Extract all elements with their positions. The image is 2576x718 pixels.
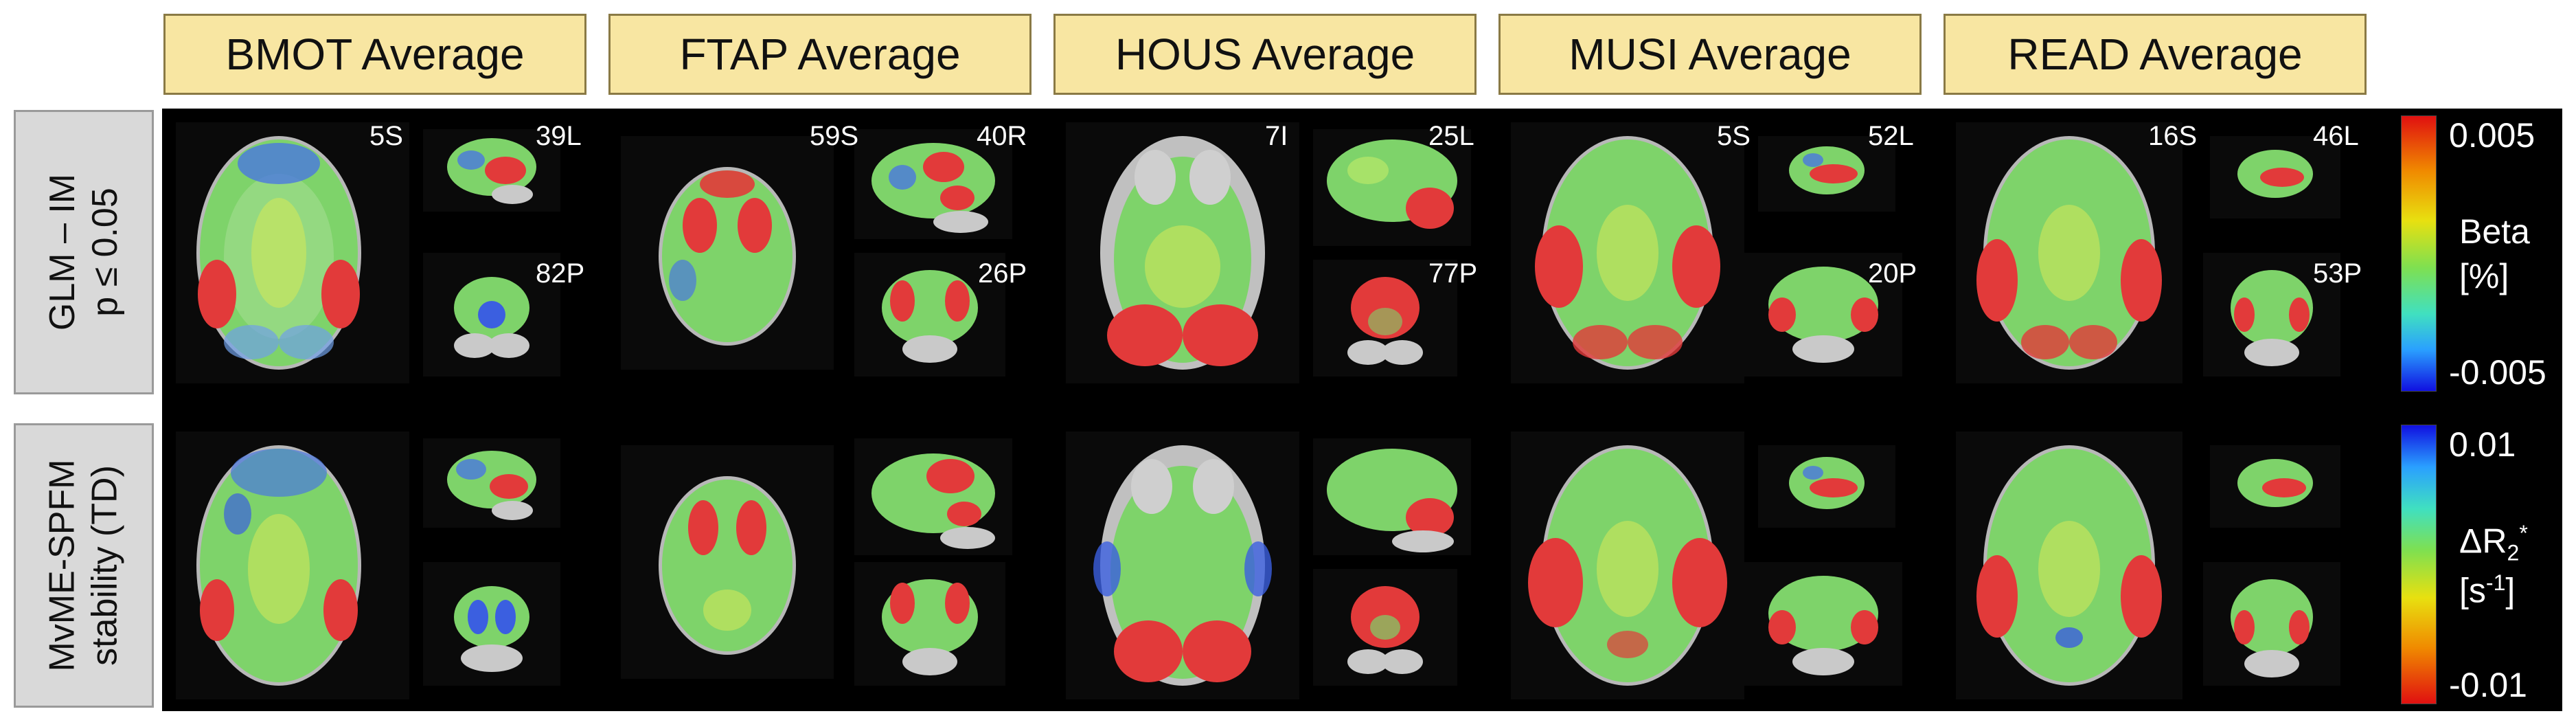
row-label-line2: stability (TD) (85, 465, 125, 666)
coronal-slice-image (1744, 562, 1902, 686)
axial-coordinate-label: 7I (1265, 121, 1288, 151)
colorbar-delta-r2-subscript: 2 (2507, 540, 2520, 565)
colorbar-delta-r2-symbol: ΔR (2459, 521, 2507, 561)
column-header-bmot: BMOT Average (163, 14, 586, 95)
coronal-slice-image (1744, 253, 1902, 377)
axial-slice-image (1511, 122, 1744, 383)
sagittal-slice-image (854, 129, 1012, 239)
colorbar-delta-r2-max: 0.01 (2449, 425, 2516, 464)
colorbar-delta-r2-superscript: * (2519, 521, 2528, 546)
sagittal-coordinate-label: 46L (2313, 121, 2359, 151)
cell-read-mvme (1942, 418, 2387, 706)
sagittal-coordinate-label: 25L (1428, 121, 1474, 151)
sagittal-slice-image (423, 129, 560, 212)
cell-bmot-glm: 5S 39L 82P (162, 109, 607, 397)
colorbar-beta-label: Beta (2459, 212, 2530, 251)
sagittal-slice-image (1313, 438, 1471, 555)
axial-slice-image (176, 122, 409, 383)
column-header-musi: MUSI Average (1498, 14, 1922, 95)
coronal-slice-image (423, 562, 560, 686)
axial-slice-image (621, 136, 834, 370)
coronal-slice-image (2203, 253, 2340, 377)
axial-slice-image (176, 431, 409, 699)
row-label-line2: p ≤ 0.05 (85, 188, 126, 317)
cell-bmot-mvme (162, 418, 607, 706)
column-header-label: READ Average (2007, 30, 2303, 79)
sagittal-slice-image (2210, 445, 2340, 528)
cell-ftap-mvme (607, 418, 1052, 706)
coronal-slice-image (854, 562, 1005, 686)
colorbar-unit-exponent: -1 (2485, 570, 2506, 595)
axial-slice-image (1511, 431, 1744, 699)
axial-coordinate-label: 5S (369, 121, 403, 151)
sagittal-coordinate-label: 52L (1868, 121, 1914, 151)
row-label-line1: GLM – IM (43, 173, 83, 331)
coronal-slice-image (1313, 569, 1457, 686)
column-header-label: MUSI Average (1569, 30, 1851, 79)
sagittal-slice-image (1313, 129, 1471, 246)
column-header-read: READ Average (1944, 14, 2367, 95)
axial-slice-image (1956, 431, 2182, 699)
sagittal-slice-image (2210, 136, 2340, 218)
column-header-label: HOUS Average (1115, 30, 1415, 79)
coronal-slice-image (2203, 562, 2340, 686)
colorbar-delta-r2 (2401, 425, 2437, 704)
sagittal-coordinate-label: 39L (536, 121, 582, 151)
coronal-coordinate-label: 53P (2313, 258, 2362, 289)
sagittal-slice-image (854, 438, 1012, 555)
axial-slice-image (1066, 431, 1299, 699)
colorbar-delta-r2-unit: [s-1] (2459, 570, 2515, 611)
colorbar-beta (2401, 115, 2437, 392)
colorbar-beta-unit: [%] (2459, 257, 2509, 295)
coronal-slice-image (423, 253, 560, 377)
row-label-glm: GLM – IM p ≤ 0.05 (14, 110, 154, 394)
colorbar-delta-r2-label: ΔR2* (2459, 521, 2528, 566)
axial-slice-image (1066, 122, 1299, 383)
coronal-slice-image (1313, 260, 1457, 377)
cell-musi-mvme (1497, 418, 1942, 706)
axial-slice-image (1956, 122, 2182, 383)
coronal-slice-image (854, 253, 1005, 377)
coronal-coordinate-label: 26P (978, 258, 1027, 289)
brain-map-panel: 5S 39L 82P 59S 40R (162, 109, 2562, 711)
axial-slice-image (621, 445, 834, 679)
colorbar-unit-close: ] (2505, 571, 2516, 610)
coronal-coordinate-label: 20P (1868, 258, 1917, 289)
colorbar-unit-base: [s (2459, 571, 2486, 610)
sagittal-slice-image (1758, 136, 1895, 212)
row-label-line1: MvME-SPFM (43, 459, 82, 672)
colorbar-beta-max: 0.005 (2449, 116, 2535, 155)
colorbar-delta-r2-min: -0.01 (2449, 666, 2527, 704)
cell-ftap-glm: 59S 40R 26P (607, 109, 1052, 397)
sagittal-coordinate-label: 40R (977, 121, 1027, 151)
sagittal-slice-image (1758, 445, 1895, 528)
axial-coordinate-label: 16S (2148, 121, 2198, 151)
cell-read-glm: 16S 46L 53P (1942, 109, 2387, 397)
coronal-coordinate-label: 77P (1428, 258, 1478, 289)
row-label-mvme: MvME-SPFM stability (TD) (14, 423, 154, 708)
column-header-label: BMOT Average (225, 30, 525, 79)
coronal-coordinate-label: 82P (536, 258, 585, 289)
column-header-hous: HOUS Average (1053, 14, 1477, 95)
colorbar-beta-min: -0.005 (2449, 353, 2546, 392)
axial-coordinate-label: 5S (1717, 121, 1751, 151)
cell-hous-mvme (1052, 418, 1497, 706)
cell-musi-glm: 5S 52L 20P (1497, 109, 1942, 397)
cell-hous-glm: 7I 25L 77P (1052, 109, 1497, 397)
axial-coordinate-label: 59S (810, 121, 859, 151)
column-header-ftap: FTAP Average (608, 14, 1031, 95)
column-header-label: FTAP Average (679, 30, 961, 79)
sagittal-slice-image (423, 438, 560, 528)
